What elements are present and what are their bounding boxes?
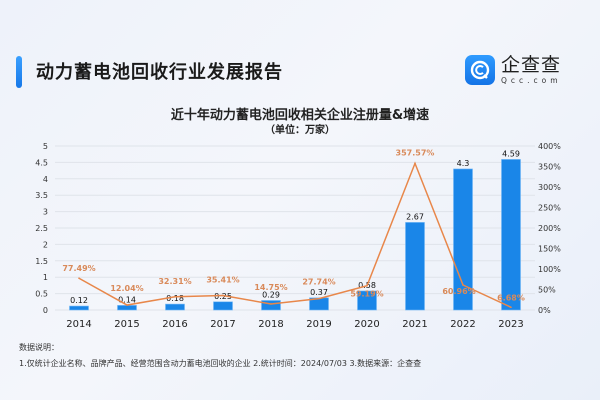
right-axis-tick: 100% [538, 265, 561, 274]
left-axis-tick: 2 [43, 240, 48, 249]
chart-subtitle: （单位：万家） [265, 125, 335, 136]
right-axis-tick: 50% [538, 286, 556, 295]
x-axis-tick: 2021 [402, 319, 427, 330]
bar-value-label: 4.59 [502, 149, 520, 158]
bar-value-label: 2.67 [406, 212, 424, 221]
left-axis-tick: 3 [43, 208, 48, 217]
growth-point [222, 294, 224, 297]
logo-chinese-text: 企查查 [501, 53, 562, 76]
bar-value-label: 4.3 [457, 159, 470, 168]
qcc-logo-icon [465, 55, 495, 85]
x-axis-tick: 2019 [306, 319, 331, 330]
bar-value-label: 0.25 [214, 292, 232, 301]
left-axis-tick: 5 [43, 142, 48, 151]
bar-value-label: 0.12 [70, 296, 88, 305]
growth-point [462, 284, 464, 286]
growth-value-label: 77.49% [62, 264, 95, 273]
x-axis-tick: 2020 [354, 319, 379, 330]
data-notes: 数据说明： 1.仅统计企业名称、品牌产品、经营范围含动力蓄电池回收的企业 2.统… [19, 340, 421, 372]
growth-line [78, 161, 512, 308]
growth-value-label: 27.74% [302, 278, 335, 287]
logo-english-text: Qcc.com [501, 75, 562, 85]
x-axis-tick: 2017 [210, 319, 235, 330]
growth-point [318, 297, 320, 300]
x-axis-tick: 2016 [162, 319, 187, 330]
title-accent-bar [16, 56, 22, 88]
right-axis-tick: 0% [538, 306, 551, 315]
bar [357, 290, 377, 311]
right-axis-tick: 150% [538, 245, 561, 254]
growth-point [366, 284, 368, 287]
growth-value-label: 35.41% [206, 275, 239, 284]
bar [261, 300, 281, 311]
notes-heading: 数据说明： [19, 343, 59, 352]
bar-value-label: 0.14 [118, 295, 136, 304]
x-axis-tick: 2018 [258, 319, 283, 330]
x-axis-tick: 2014 [66, 319, 91, 330]
left-axis-tick: 1.5 [35, 257, 48, 266]
growth-point [270, 303, 272, 305]
bar [165, 303, 185, 311]
growth-point [174, 295, 176, 298]
bar [69, 305, 89, 311]
growth-point [126, 304, 128, 306]
bar-value-label: 0.29 [262, 290, 280, 299]
bar-value-label: 0.37 [310, 288, 328, 297]
growth-point [510, 306, 512, 309]
chart-title: 近十年动力蓄电池回收相关企业注册量&增速 [170, 108, 430, 123]
bar [501, 159, 521, 311]
left-axis-tick: 1 [43, 273, 48, 282]
right-axis-tick: 400% [538, 142, 561, 151]
right-axis-tick: 250% [538, 204, 561, 213]
bar-value-label: 0.18 [166, 294, 184, 303]
growth-point [414, 162, 416, 165]
left-axis-tick: 4.5 [35, 158, 48, 167]
right-axis-tick: 200% [538, 224, 561, 233]
left-axis-tick: 3.5 [35, 191, 48, 200]
x-axis-tick: 2023 [498, 319, 523, 330]
left-axis-tick: 4 [43, 175, 48, 184]
report-title: 动力蓄电池回收行业发展报告 [36, 62, 283, 83]
growth-value-label: 32.31% [158, 277, 191, 286]
growth-value-label: 60.96% [442, 287, 475, 296]
notes-text: 1.仅统计企业名称、品牌产品、经营范围含动力蓄电池回收的企业 2.统计时间：20… [19, 359, 422, 368]
x-axis-tick: 2015 [114, 319, 139, 330]
growth-value-label: 12.04% [110, 284, 143, 293]
growth-value-label: 14.75% [254, 283, 287, 292]
qcc-logo: 企查查 Qcc.com [465, 55, 562, 85]
right-axis-tick: 300% [538, 183, 561, 192]
left-axis-tick: 2.5 [35, 224, 48, 233]
growth-value-label: 59.19% [350, 290, 383, 299]
x-axis-tick: 2022 [450, 319, 475, 330]
bar [213, 301, 233, 311]
growth-point [78, 277, 80, 280]
growth-value-label: 6.68% [497, 293, 525, 302]
bar [117, 305, 137, 311]
bar [405, 222, 425, 311]
left-axis-tick: 0.5 [35, 290, 48, 299]
growth-value-label: 357.57% [396, 148, 435, 157]
left-axis-tick: 0 [43, 306, 48, 315]
right-axis-tick: 350% [538, 163, 561, 172]
